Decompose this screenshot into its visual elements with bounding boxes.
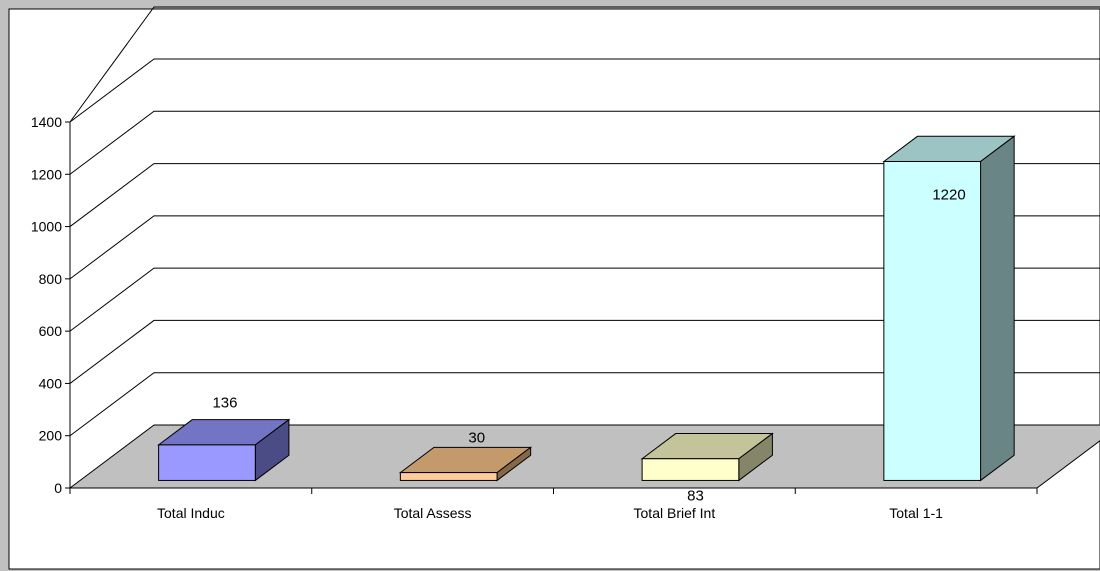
gridline [69,163,1100,227]
bar-2 [640,432,774,482]
gridlines [69,58,1100,437]
bar-front [883,160,982,481]
bar-front [399,472,498,481]
bar-side [980,135,1015,482]
x-axis: Total Induc Total Assess Total Brief Int To… [69,487,1038,521]
gridline [69,319,1100,384]
y-tick-label: 200 [39,428,63,444]
bar-front [158,444,256,481]
x-tick-label: Total Brief Int [634,505,716,521]
y-tick-label: 400 [39,375,63,391]
bar-1 [398,446,533,482]
bars [157,135,1016,482]
y-tick-label: 0 [54,480,62,496]
gridline [69,58,1100,123]
wall-top-edge [69,6,1100,123]
gridline [69,372,1100,437]
y-tick-label: 1200 [31,166,62,182]
bar-front [641,458,740,481]
y-tick-label: 1400 [31,114,62,130]
bar-0 [157,418,291,482]
y-axis: 0 200 400 600 800 1000 1200 1400 [31,114,71,496]
gridline [69,267,1100,332]
bar-3 [882,135,1016,482]
gridline [69,215,1100,280]
x-tick-label: Total Assess [394,505,472,521]
data-labels: 136 30 83 1220 [212,186,965,504]
x-tick-label: Total 1-1 [889,505,943,521]
chart-walls [69,6,1100,123]
gridline [69,110,1100,175]
x-tick-label: Total Induc [157,505,225,521]
data-label: 30 [468,430,485,447]
y-tick-label: 600 [39,323,63,339]
data-label: 1220 [932,186,965,203]
data-label: 83 [687,487,704,504]
y-tick-label: 800 [39,271,63,287]
data-label: 136 [212,395,237,412]
y-tick-label: 1000 [31,219,62,235]
